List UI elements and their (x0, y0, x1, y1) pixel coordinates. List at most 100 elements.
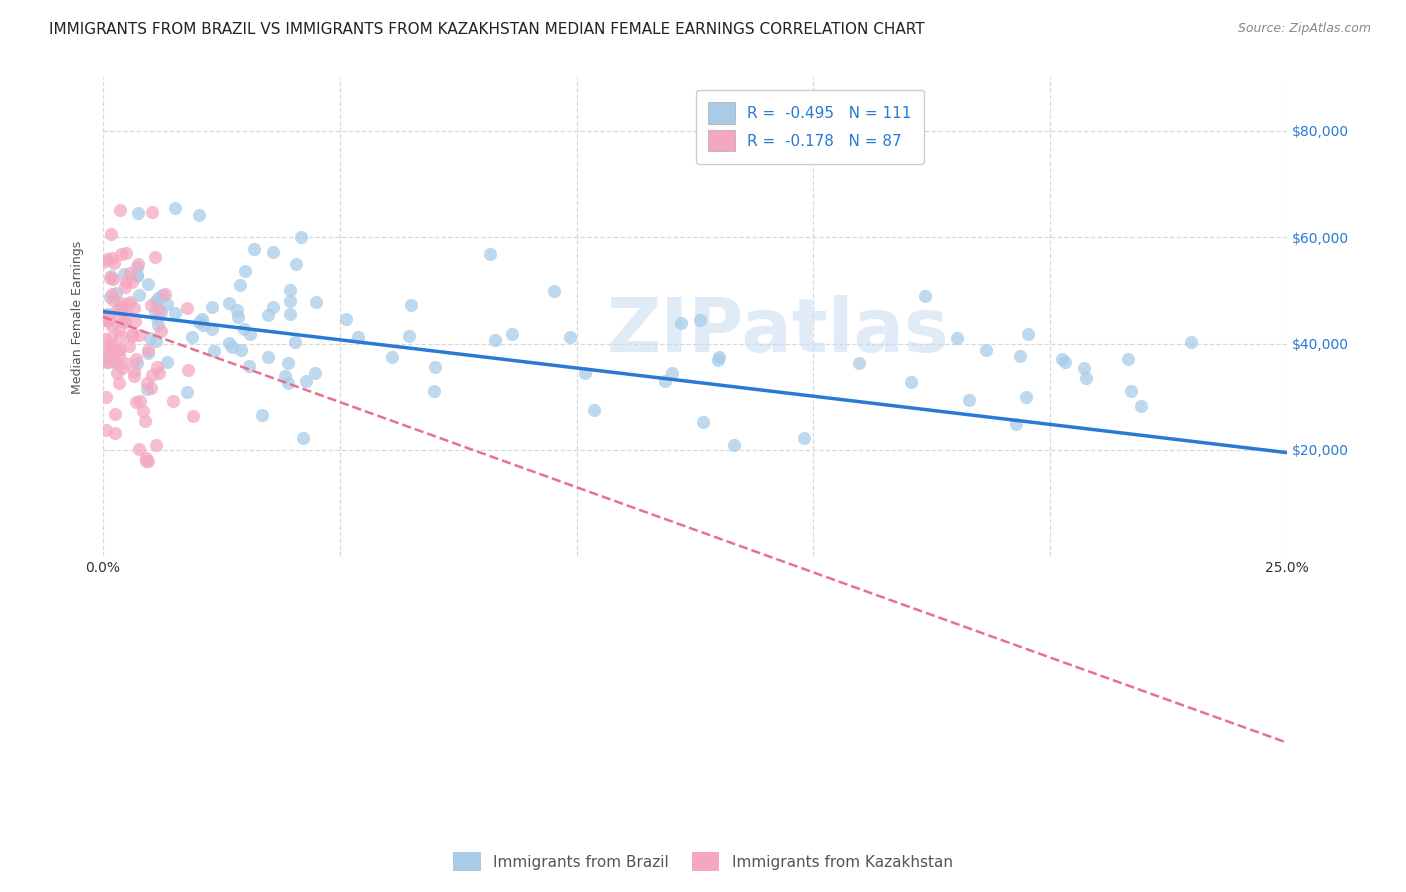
Point (124, 394, 146, 409)
Point (114, 280, 136, 294)
Point (97, 311, 120, 326)
Point (114, 302, 136, 317)
Point (97, 345, 120, 359)
Point (97, 313, 120, 327)
Legend: R =  -0.495   N = 111, R =  -0.178   N = 87: R = -0.495 N = 111, R = -0.178 N = 87 (696, 90, 924, 163)
Point (187, 208, 209, 222)
Point (139, 331, 162, 345)
Point (583, 403, 606, 417)
Point (136, 346, 159, 360)
Point (398, 329, 420, 343)
Point (108, 342, 131, 356)
Point (257, 308, 280, 322)
Point (900, 376, 922, 390)
Point (108, 347, 131, 361)
Point (974, 343, 997, 357)
Point (155, 287, 177, 301)
Point (250, 408, 273, 422)
Point (107, 323, 129, 337)
Point (233, 322, 256, 336)
Point (136, 453, 159, 467)
Point (139, 298, 162, 312)
Point (96, 252, 118, 266)
Point (134, 450, 156, 465)
Point (111, 300, 134, 314)
Point (117, 297, 139, 311)
Point (238, 359, 260, 374)
Point (100, 331, 122, 345)
Point (162, 394, 184, 409)
Point (128, 328, 150, 343)
Point (163, 201, 186, 215)
Point (229, 278, 252, 293)
Point (290, 230, 312, 244)
Point (156, 355, 179, 369)
Point (96, 351, 118, 366)
Point (1017, 326, 1039, 341)
Point (285, 256, 308, 270)
Point (1005, 417, 1028, 431)
Point (191, 312, 214, 326)
Point (101, 293, 124, 307)
Point (278, 306, 301, 320)
Point (145, 310, 167, 325)
Point (94, 423, 117, 437)
Point (292, 431, 315, 445)
Point (107, 376, 129, 390)
Point (381, 350, 404, 364)
Point (707, 353, 730, 368)
Point (661, 366, 683, 380)
Point (226, 310, 249, 325)
Point (484, 333, 506, 347)
Point (108, 310, 131, 324)
Point (132, 404, 155, 418)
Point (127, 206, 149, 220)
Point (256, 350, 278, 364)
Point (141, 368, 163, 382)
Point (128, 287, 150, 301)
Point (100, 341, 122, 355)
Point (914, 289, 936, 303)
Point (229, 343, 252, 357)
Point (262, 244, 284, 259)
Point (124, 369, 146, 384)
Point (278, 293, 301, 308)
Point (105, 367, 128, 381)
Point (1053, 355, 1076, 369)
Point (145, 438, 167, 452)
Point (1116, 352, 1139, 367)
Point (97, 307, 120, 321)
Point (793, 431, 815, 445)
Point (558, 329, 581, 343)
Point (155, 296, 177, 310)
Point (1180, 335, 1202, 350)
Point (98, 271, 121, 285)
Point (848, 356, 870, 370)
Point (187, 315, 209, 329)
Point (150, 305, 173, 319)
Point (136, 343, 159, 358)
Point (284, 335, 307, 350)
Point (148, 318, 170, 333)
Point (957, 393, 980, 408)
Point (108, 203, 131, 218)
Point (94, 333, 117, 347)
Point (143, 250, 166, 264)
Point (118, 266, 141, 280)
Point (107, 343, 129, 358)
Point (110, 301, 132, 316)
Point (111, 361, 134, 376)
Point (181, 409, 204, 423)
Point (146, 292, 169, 306)
Point (114, 276, 136, 290)
Text: ZIPatlas: ZIPatlas (606, 294, 949, 368)
Point (654, 374, 676, 388)
Point (128, 442, 150, 456)
Point (143, 305, 166, 319)
Point (304, 366, 326, 380)
Point (148, 303, 170, 318)
Point (239, 327, 262, 342)
Point (121, 329, 143, 343)
Point (401, 298, 423, 312)
Point (96, 355, 118, 369)
